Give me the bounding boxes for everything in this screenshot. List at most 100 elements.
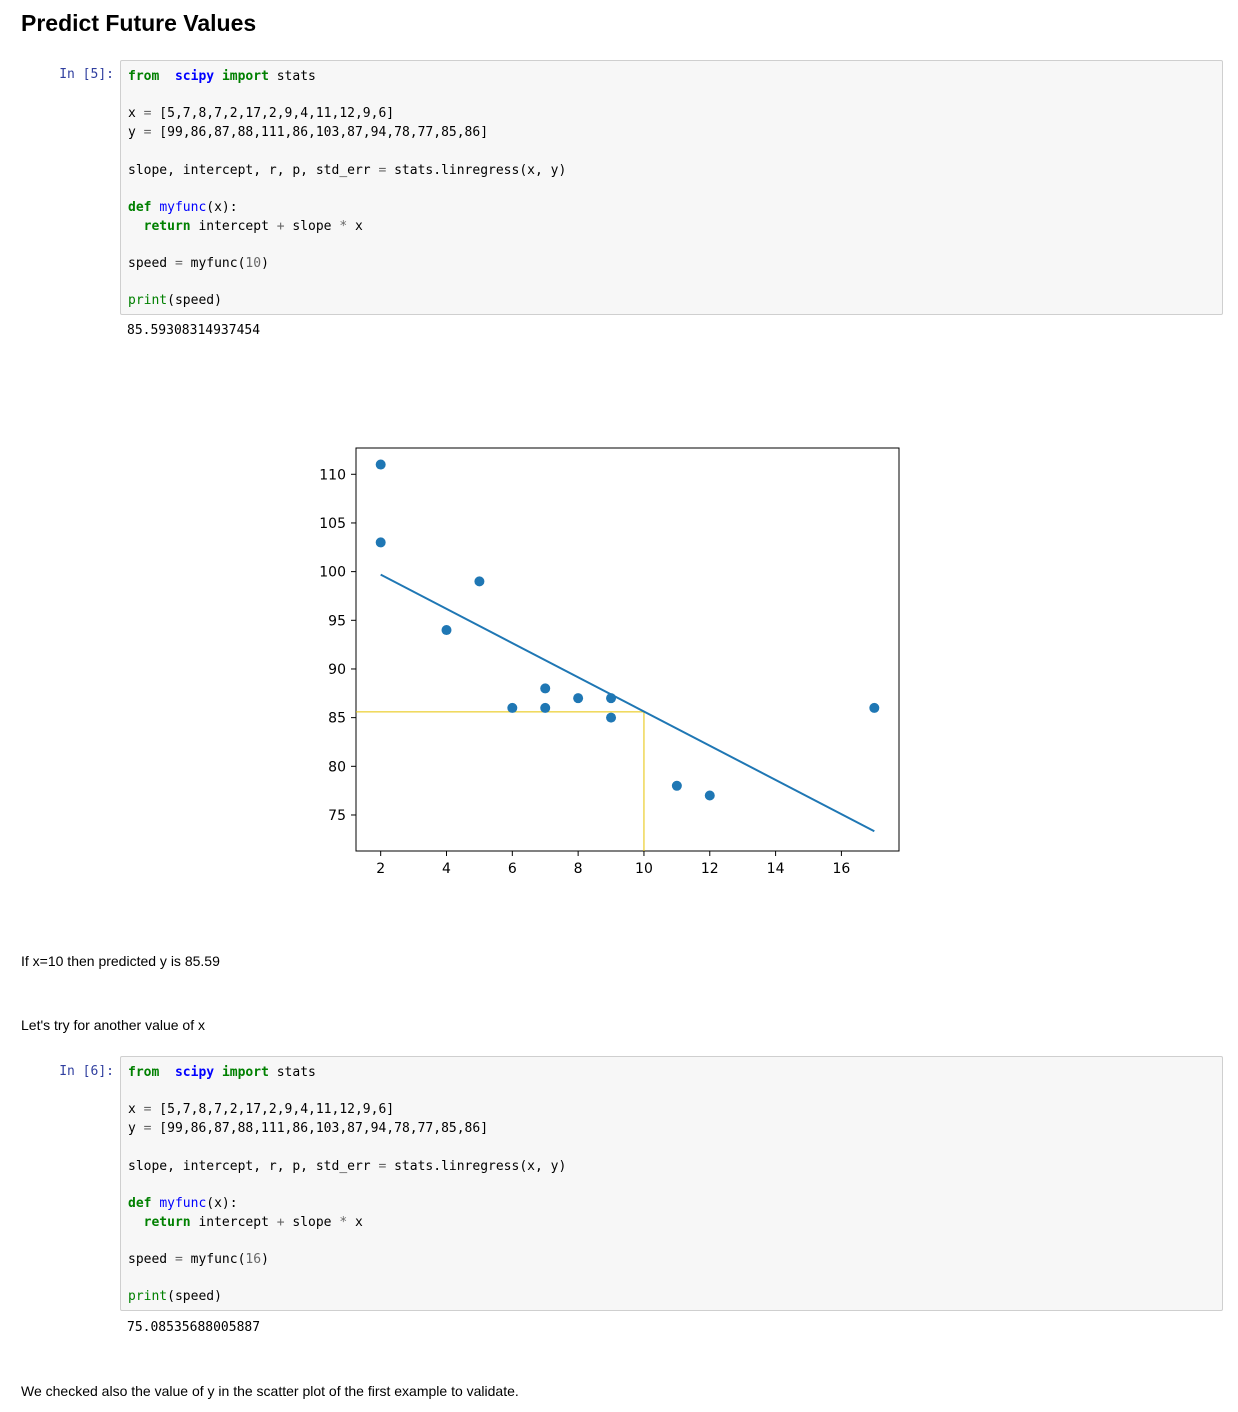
code-line: print(speed) (128, 1287, 222, 1306)
code-token: (x): (206, 1195, 238, 1211)
data-point (375, 459, 386, 470)
y-tick-label: 110 (319, 467, 346, 483)
code-token: [99,86,87,88,111,86,103,87,94,78,77,85,8… (151, 125, 489, 141)
code-line: return intercept + slope * x (128, 217, 363, 236)
code-token: y (128, 1121, 144, 1137)
code-token: = (378, 162, 387, 178)
code-token: 10 (245, 256, 262, 271)
validation-text: We checked also the value of y in the sc… (21, 1383, 519, 1399)
code-token: (x): (206, 199, 238, 215)
code-token (214, 1065, 222, 1080)
page-title: Predict Future Values (21, 10, 257, 36)
code-token: (speed) (167, 293, 222, 309)
data-point (540, 702, 551, 713)
code-token: scipy (174, 1065, 215, 1080)
code-token: = (143, 125, 152, 141)
code-token: def (128, 1195, 152, 1211)
code-line: from scipy import stats (128, 1063, 316, 1082)
y-tick-label: 80 (328, 759, 346, 775)
data-point (474, 576, 485, 587)
code-token: stats.linregress(x, y) (386, 162, 567, 178)
code-token: = (174, 1252, 183, 1267)
code-token: myfunc (159, 199, 207, 215)
code-token: + (276, 1214, 285, 1230)
cell-prompt: In [6]: (59, 1064, 114, 1079)
x-tick-label: 2 (376, 861, 385, 877)
code-token: from (128, 69, 160, 84)
code-line: x = [5,7,8,7,2,17,2,9,4,11,12,9,6] (128, 1100, 394, 1119)
y-tick-label: 100 (319, 565, 346, 581)
code-token: print (128, 293, 168, 309)
code-token (159, 69, 175, 84)
y-tick-label: 85 (328, 711, 346, 727)
data-point (441, 625, 452, 636)
code-token: 16 (245, 1252, 262, 1267)
code-token: return (143, 1214, 191, 1230)
code-token (128, 219, 144, 234)
data-point (671, 780, 682, 791)
code-token: ) (261, 1252, 269, 1267)
code-token: = (143, 1121, 152, 1137)
code-token: def (128, 199, 152, 215)
cell-output: 85.59308314937454 (127, 323, 261, 338)
code-line: x = [5,7,8,7,2,17,2,9,4,11,12,9,6] (128, 104, 394, 123)
code-line: speed = myfunc(10) (128, 254, 269, 273)
code-token: slope, intercept, r, p, std_err (128, 1158, 379, 1174)
code-token: import (221, 1065, 269, 1080)
intro-text: Let's try for another value of x (21, 1017, 205, 1033)
code-token: x (128, 106, 144, 122)
code-line: return intercept + slope * x (128, 1213, 363, 1232)
code-line: y = [99,86,87,88,111,86,103,87,94,78,77,… (128, 123, 488, 142)
code-token: speed (128, 1252, 175, 1267)
code-token: scipy (174, 69, 215, 84)
code-token: x (347, 1214, 363, 1230)
code-line: speed = myfunc(16) (128, 1250, 269, 1269)
x-tick-label: 14 (767, 861, 785, 877)
x-tick-label: 10 (635, 861, 653, 877)
code-line: slope, intercept, r, p, std_err = stats.… (128, 161, 566, 180)
code-token: = (174, 256, 183, 271)
cell-output: 75.08535688005887 (127, 1320, 261, 1335)
code-line: slope, intercept, r, p, std_err = stats.… (128, 1157, 566, 1176)
y-tick-label: 95 (328, 613, 346, 629)
y-tick-label: 75 (328, 808, 346, 824)
x-tick-label: 16 (832, 861, 850, 877)
code-cell[interactable]: from scipy import stats x = [5,7,8,7,2,17… (120, 60, 1223, 315)
x-tick-label: 6 (508, 861, 517, 877)
code-token: y (128, 125, 144, 141)
code-token: [5,7,8,7,2,17,2,9,4,11,12,9,6] (151, 1102, 395, 1118)
data-point (375, 537, 386, 548)
code-token: slope (284, 1214, 340, 1230)
code-token: x (128, 1102, 144, 1118)
prediction-text: If x=10 then predicted y is 85.59 (21, 953, 220, 969)
code-token: [5,7,8,7,2,17,2,9,4,11,12,9,6] (151, 106, 395, 122)
code-cell[interactable]: from scipy import stats x = [5,7,8,7,2,17… (120, 1056, 1223, 1311)
code-token (128, 1215, 144, 1230)
x-tick-label: 8 (574, 861, 583, 877)
code-token: + (276, 218, 285, 234)
data-point (606, 712, 617, 723)
x-tick-label: 4 (442, 861, 451, 877)
data-point (573, 693, 584, 704)
code-line: def myfunc(x): (128, 1194, 238, 1213)
code-token: * (339, 218, 348, 234)
plot-frame (355, 447, 900, 852)
code-line: print(speed) (128, 291, 222, 310)
code-token: stats (268, 1065, 316, 1080)
code-token: = (143, 106, 152, 122)
code-token: = (378, 1158, 387, 1174)
code-token: stats.linregress(x, y) (386, 1158, 567, 1174)
code-token: ) (261, 256, 269, 271)
code-token: intercept (190, 218, 277, 234)
code-token: import (221, 69, 269, 84)
code-token: (speed) (167, 1289, 222, 1305)
code-token: x (347, 218, 363, 234)
x-tick-label: 12 (701, 861, 719, 877)
code-token (214, 69, 222, 84)
code-token: slope (284, 218, 340, 234)
y-tick-label: 90 (328, 662, 346, 678)
code-token: speed (128, 256, 175, 271)
code-token: from (128, 1065, 160, 1080)
data-point (540, 683, 551, 694)
data-point (606, 693, 617, 704)
